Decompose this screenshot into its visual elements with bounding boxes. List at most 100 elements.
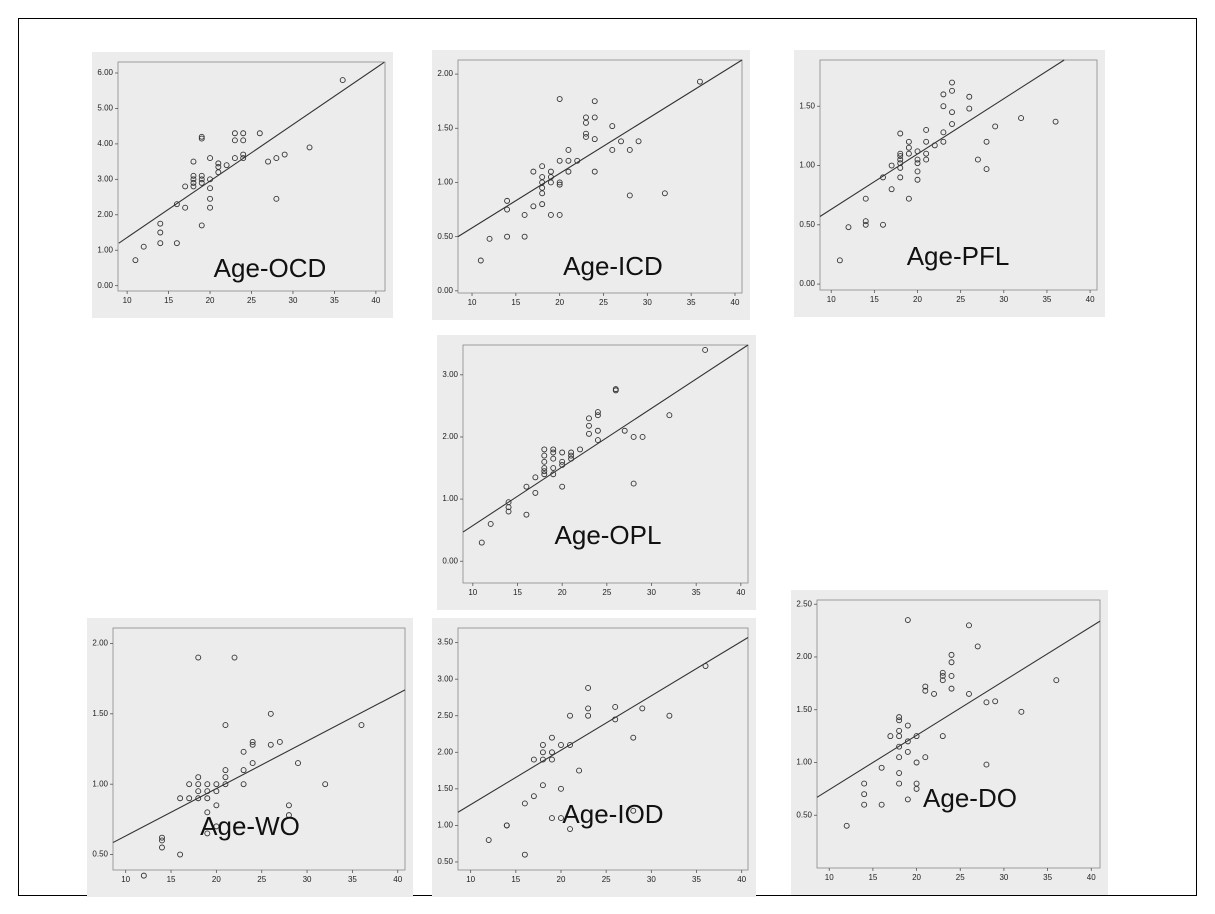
point	[577, 446, 583, 453]
point	[541, 468, 548, 475]
x-tick-label: 25	[599, 298, 608, 307]
y-tick-label: 5.00	[97, 104, 113, 113]
plot-frame	[112, 627, 406, 871]
point	[558, 815, 564, 822]
y-tick-label: 1.00	[437, 821, 453, 830]
point	[207, 204, 213, 211]
point	[914, 160, 921, 167]
point	[940, 138, 947, 145]
point	[922, 687, 929, 694]
point	[532, 474, 539, 481]
point	[939, 673, 946, 679]
point	[182, 204, 189, 211]
point	[586, 430, 592, 437]
x-tick-label: 10	[468, 298, 477, 307]
point	[630, 807, 637, 814]
point	[190, 158, 197, 165]
point	[583, 133, 589, 140]
point	[256, 130, 263, 137]
point	[539, 749, 546, 756]
point	[281, 151, 288, 158]
point	[222, 767, 229, 774]
point	[559, 483, 566, 490]
point	[702, 347, 709, 353]
x-tick-label: 15	[513, 588, 522, 597]
point	[609, 123, 616, 130]
point	[591, 168, 598, 175]
point	[836, 257, 843, 264]
point	[861, 791, 868, 798]
point	[949, 87, 955, 94]
x-tick-label: 30	[999, 873, 1008, 882]
plot-frame	[457, 59, 743, 294]
point	[539, 782, 546, 789]
y-tick-label: 0.50	[437, 232, 453, 241]
y-tick-label: 1.00	[92, 779, 108, 788]
fit-line	[118, 61, 385, 244]
x-tick-label: 20	[912, 873, 921, 882]
point	[539, 201, 546, 208]
point	[503, 822, 510, 829]
point	[231, 137, 238, 144]
point	[215, 160, 222, 167]
point	[878, 764, 885, 771]
x-tick-label: 30	[289, 296, 298, 305]
point	[567, 742, 573, 748]
point	[861, 780, 868, 787]
point	[477, 257, 484, 264]
point	[556, 179, 563, 186]
point	[504, 206, 511, 213]
point	[222, 781, 229, 788]
point	[878, 801, 885, 808]
point	[922, 754, 929, 761]
y-tick-label: 1.50	[437, 123, 453, 132]
point	[966, 93, 973, 100]
point	[265, 158, 272, 165]
point	[530, 793, 537, 800]
point	[630, 434, 637, 440]
point	[639, 705, 646, 712]
point	[896, 754, 903, 761]
point	[273, 195, 280, 202]
y-tick-label: 2.50	[437, 711, 453, 720]
point	[897, 153, 904, 159]
x-tick-label: 10	[825, 873, 834, 882]
point	[621, 427, 628, 434]
y-tick-label: 2.00	[437, 747, 453, 756]
fit-line	[457, 637, 749, 813]
y-tick-label: 1.00	[442, 494, 458, 503]
point	[1018, 708, 1025, 715]
point	[358, 722, 365, 729]
point	[896, 743, 903, 750]
point	[556, 181, 563, 188]
point	[550, 465, 557, 471]
panel-title: Age-OCD	[214, 253, 327, 283]
point	[521, 212, 528, 218]
point	[231, 130, 238, 137]
point	[213, 802, 220, 809]
point	[267, 710, 274, 717]
point	[974, 156, 981, 163]
point	[240, 767, 247, 774]
fit-line	[462, 344, 749, 533]
point	[896, 727, 903, 734]
point	[565, 157, 572, 164]
point	[888, 162, 895, 169]
point	[285, 802, 292, 809]
point	[897, 156, 904, 163]
x-tick-label: 30	[647, 588, 656, 597]
point	[532, 489, 539, 496]
point	[576, 767, 583, 774]
point	[983, 166, 990, 173]
point	[591, 98, 598, 105]
point	[207, 155, 213, 162]
point	[1018, 115, 1025, 122]
x-tick-label: 20	[558, 588, 567, 597]
point	[594, 437, 601, 444]
point	[159, 834, 165, 841]
x-tick-label: 35	[687, 298, 696, 307]
point	[539, 742, 546, 748]
x-tick-label: 20	[555, 298, 564, 307]
point	[583, 114, 589, 121]
point	[195, 788, 202, 795]
